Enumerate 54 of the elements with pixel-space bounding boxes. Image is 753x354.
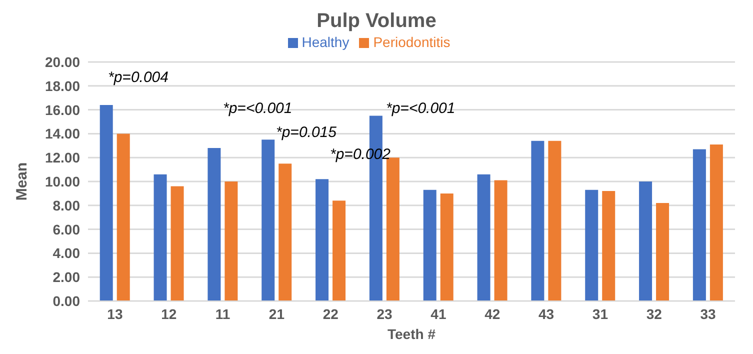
bar [692,149,706,301]
y-tick-label: 10.00 [44,173,80,190]
bar [477,174,490,301]
bar [656,203,670,301]
bar [170,186,184,301]
chart-title: Pulp Volume [316,9,438,34]
y-tick-label: 18.00 [44,78,80,94]
bar [531,140,544,301]
x-tick-label: 31 [592,306,608,322]
x-tick-label: 32 [646,306,662,322]
bar [440,193,454,301]
bar [116,134,130,301]
y-tick-label: 2.00 [52,269,80,286]
bar [332,200,346,301]
bar [423,190,436,301]
legend-label: Periodontitis [373,34,450,50]
bar [710,144,723,301]
legend-label: Healthy [302,34,350,50]
bar [262,140,275,301]
y-tick-label: 14.00 [44,126,80,142]
bar [316,179,329,301]
bar [100,105,113,301]
bar [548,140,562,301]
bar [208,148,221,301]
bar [224,182,238,301]
y-axis-title: Mean [13,162,30,201]
bar [602,191,616,301]
annotation: *p=<0.001 [386,100,456,117]
bar [494,180,508,301]
bar [278,164,292,301]
y-tick-label: 20.00 [44,54,80,70]
y-tick-label: 4.00 [52,245,80,262]
x-tick-label: 11 [215,306,230,322]
x-axis-title: Teeth # [388,326,436,342]
y-tick-label: 16.00 [44,102,80,118]
y-tick-label: 6.00 [52,221,80,238]
x-tick-label: 42 [484,306,500,322]
x-tick-label: 43 [538,306,554,322]
x-tick-label: 23 [376,306,393,322]
x-tick-label: 41 [430,306,446,322]
x-tick-label: 33 [700,306,716,322]
bar [154,174,167,301]
x-tick-label: 12 [161,306,177,322]
bar [585,190,598,301]
x-tick-label: 13 [107,306,123,322]
bar [639,182,652,301]
annotation: *p=0.004 [108,69,168,86]
y-tick-label: 0.00 [52,292,80,309]
y-tick-label: 12.00 [44,150,80,166]
y-tick-label: 8.00 [52,197,80,214]
x-tick-label: 21 [268,306,285,322]
annotation: *p=<0.001 [223,100,292,117]
annotation: *p=0.015 [276,124,336,141]
x-tick-label: 22 [322,306,339,322]
